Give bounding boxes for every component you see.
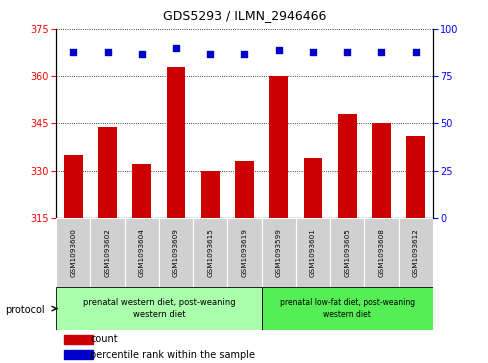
Point [240, 51, 248, 57]
Text: prenatal western diet, post-weaning
western diet: prenatal western diet, post-weaning west… [82, 298, 235, 319]
Text: GSM1093609: GSM1093609 [173, 228, 179, 277]
Point [103, 49, 111, 54]
Text: GSM1093601: GSM1093601 [309, 228, 315, 277]
Text: GSM1093608: GSM1093608 [378, 228, 384, 277]
Bar [124, 218, 159, 287]
Point [206, 51, 214, 57]
Bar [64, 155, 82, 218]
Bar [398, 218, 432, 287]
Bar [235, 161, 253, 218]
Bar [201, 171, 219, 218]
Text: GSM1093615: GSM1093615 [207, 228, 213, 277]
Bar [63, 335, 93, 344]
Text: GSM1093612: GSM1093612 [412, 228, 418, 277]
Text: GSM1093599: GSM1093599 [275, 228, 281, 277]
Bar [56, 287, 261, 330]
Point [274, 47, 282, 53]
Point [69, 49, 77, 54]
Text: GDS5293 / ILMN_2946466: GDS5293 / ILMN_2946466 [163, 9, 325, 22]
Bar [132, 164, 151, 218]
Bar [371, 123, 390, 218]
Text: count: count [90, 334, 118, 344]
Text: GSM1093602: GSM1093602 [104, 228, 110, 277]
Bar [364, 218, 398, 287]
Bar [303, 158, 322, 218]
Bar [295, 218, 329, 287]
Bar [261, 218, 295, 287]
Text: GSM1093604: GSM1093604 [139, 228, 144, 277]
Point [377, 49, 385, 54]
Point [411, 49, 419, 54]
Bar [159, 218, 193, 287]
Text: protocol: protocol [5, 305, 44, 315]
Text: GSM1093605: GSM1093605 [344, 228, 349, 277]
Text: percentile rank within the sample: percentile rank within the sample [90, 350, 255, 359]
Point [308, 49, 316, 54]
Bar [261, 287, 432, 330]
Bar [98, 127, 117, 218]
Point [343, 49, 350, 54]
Bar [227, 218, 261, 287]
Bar [63, 350, 93, 359]
Bar [337, 114, 356, 218]
Bar [329, 218, 364, 287]
Bar [56, 218, 90, 287]
Bar [193, 218, 227, 287]
Point [172, 45, 180, 51]
Bar [166, 67, 185, 218]
Text: GSM1093600: GSM1093600 [70, 228, 76, 277]
Text: GSM1093619: GSM1093619 [241, 228, 247, 277]
Text: prenatal low-fat diet, post-weaning
western diet: prenatal low-fat diet, post-weaning west… [279, 298, 414, 319]
Bar [406, 136, 424, 218]
Bar [90, 218, 124, 287]
Bar [269, 76, 287, 218]
Point [138, 51, 145, 57]
